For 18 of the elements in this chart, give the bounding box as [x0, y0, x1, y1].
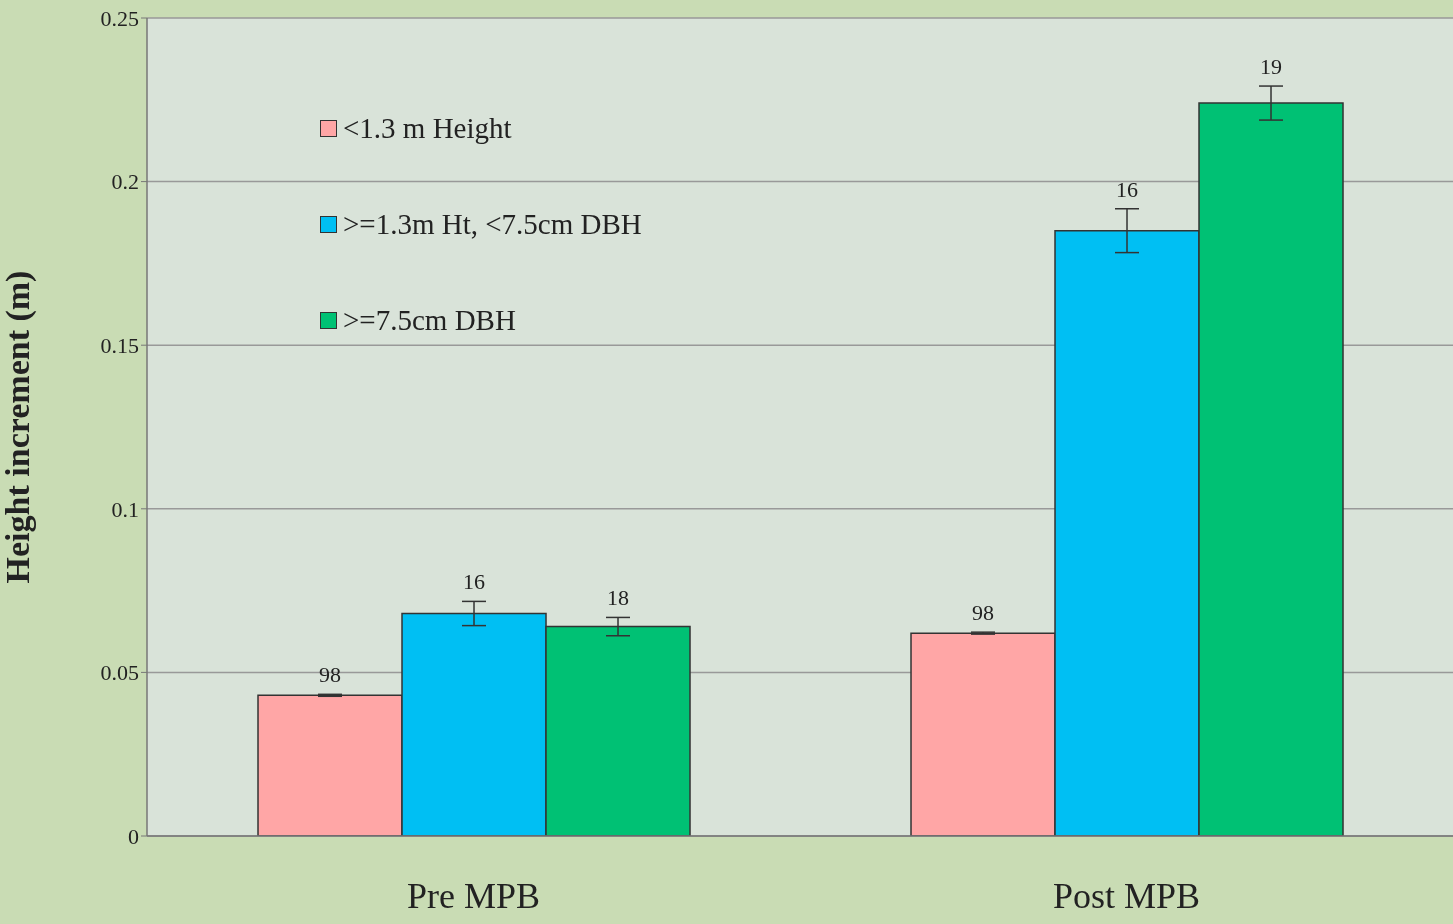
annotation: 98 [972, 600, 995, 626]
annotation: 16 [463, 569, 486, 595]
legend-label: <1.3 m Height [343, 111, 512, 145]
annotation: 19 [1260, 54, 1283, 80]
annotation: 98 [319, 662, 342, 688]
x-tick-label: Pre MPB [406, 875, 541, 916]
annotation: 16 [1116, 176, 1139, 202]
y-tick-label: 0.1 [111, 496, 139, 522]
y-tick-label: 0 [128, 823, 139, 849]
legend-label: >=1.3m Ht, <7.5cm DBH [343, 207, 642, 241]
annotation: 18 [607, 585, 630, 611]
y-tick-label: 0.25 [100, 5, 139, 31]
legend-label: >=7.5cm DBH [343, 303, 516, 337]
y-tick-label: 0.15 [100, 333, 139, 359]
y-tick-label: 0.2 [111, 169, 139, 195]
y-axis-title: Height increment (m) [0, 270, 38, 584]
y-tick-label: 0.05 [100, 660, 139, 686]
x-tick-label: Post MPB [1052, 875, 1201, 916]
